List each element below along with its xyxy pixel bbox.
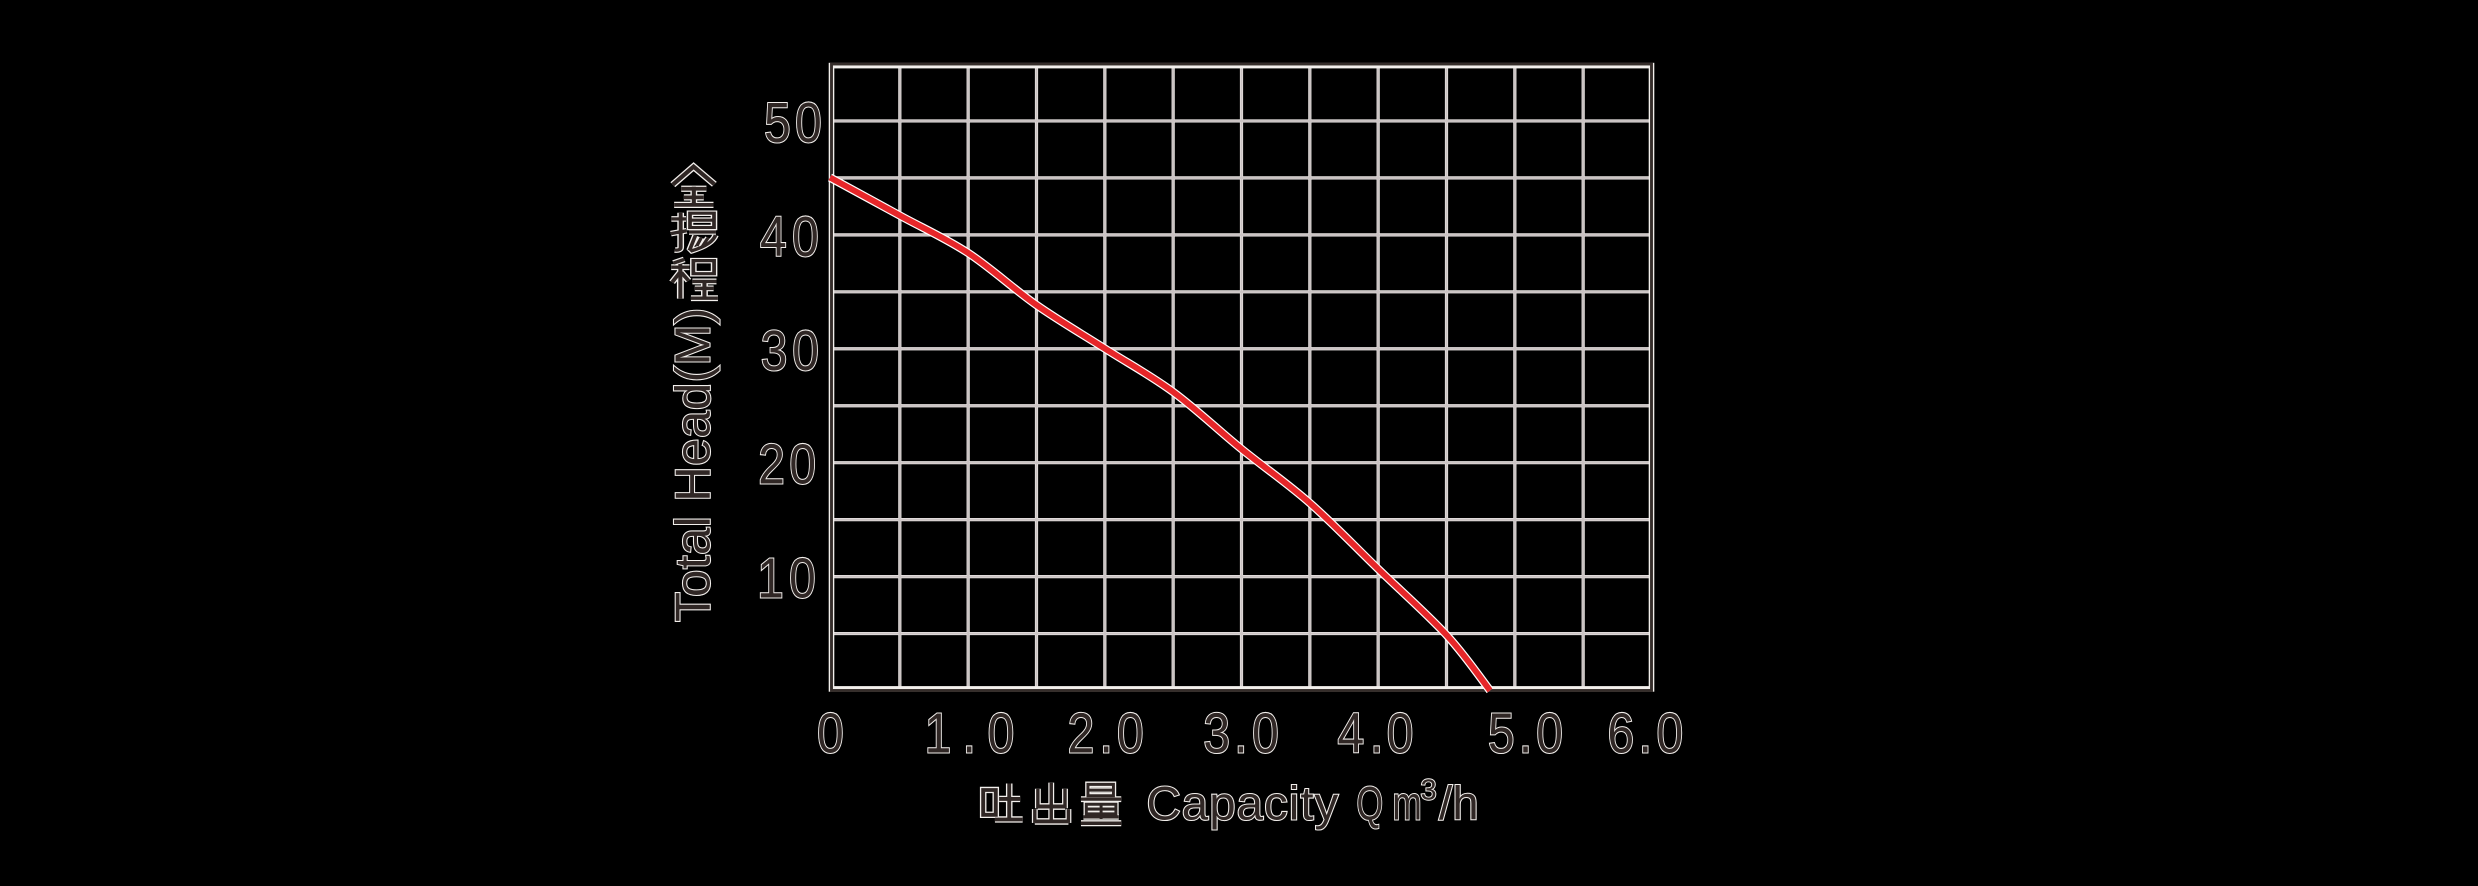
svg-text:4.0: 4.0: [1337, 702, 1413, 766]
svg-text:m: m: [1393, 776, 1422, 829]
svg-text:3: 3: [1421, 775, 1437, 807]
svg-text:2.0: 2.0: [1068, 702, 1144, 766]
svg-text:Q: Q: [1357, 777, 1384, 830]
svg-text:3.0: 3.0: [1203, 702, 1278, 766]
svg-text:Capacity: Capacity: [1147, 777, 1340, 830]
svg-text:5.0: 5.0: [1488, 702, 1563, 766]
svg-text:0: 0: [817, 702, 844, 766]
svg-text:/h: /h: [1439, 777, 1479, 830]
svg-text:1.0: 1.0: [925, 702, 1015, 766]
svg-text:6.0: 6.0: [1607, 702, 1683, 766]
svg-text:Total Head(M): Total Head(M): [666, 307, 721, 622]
